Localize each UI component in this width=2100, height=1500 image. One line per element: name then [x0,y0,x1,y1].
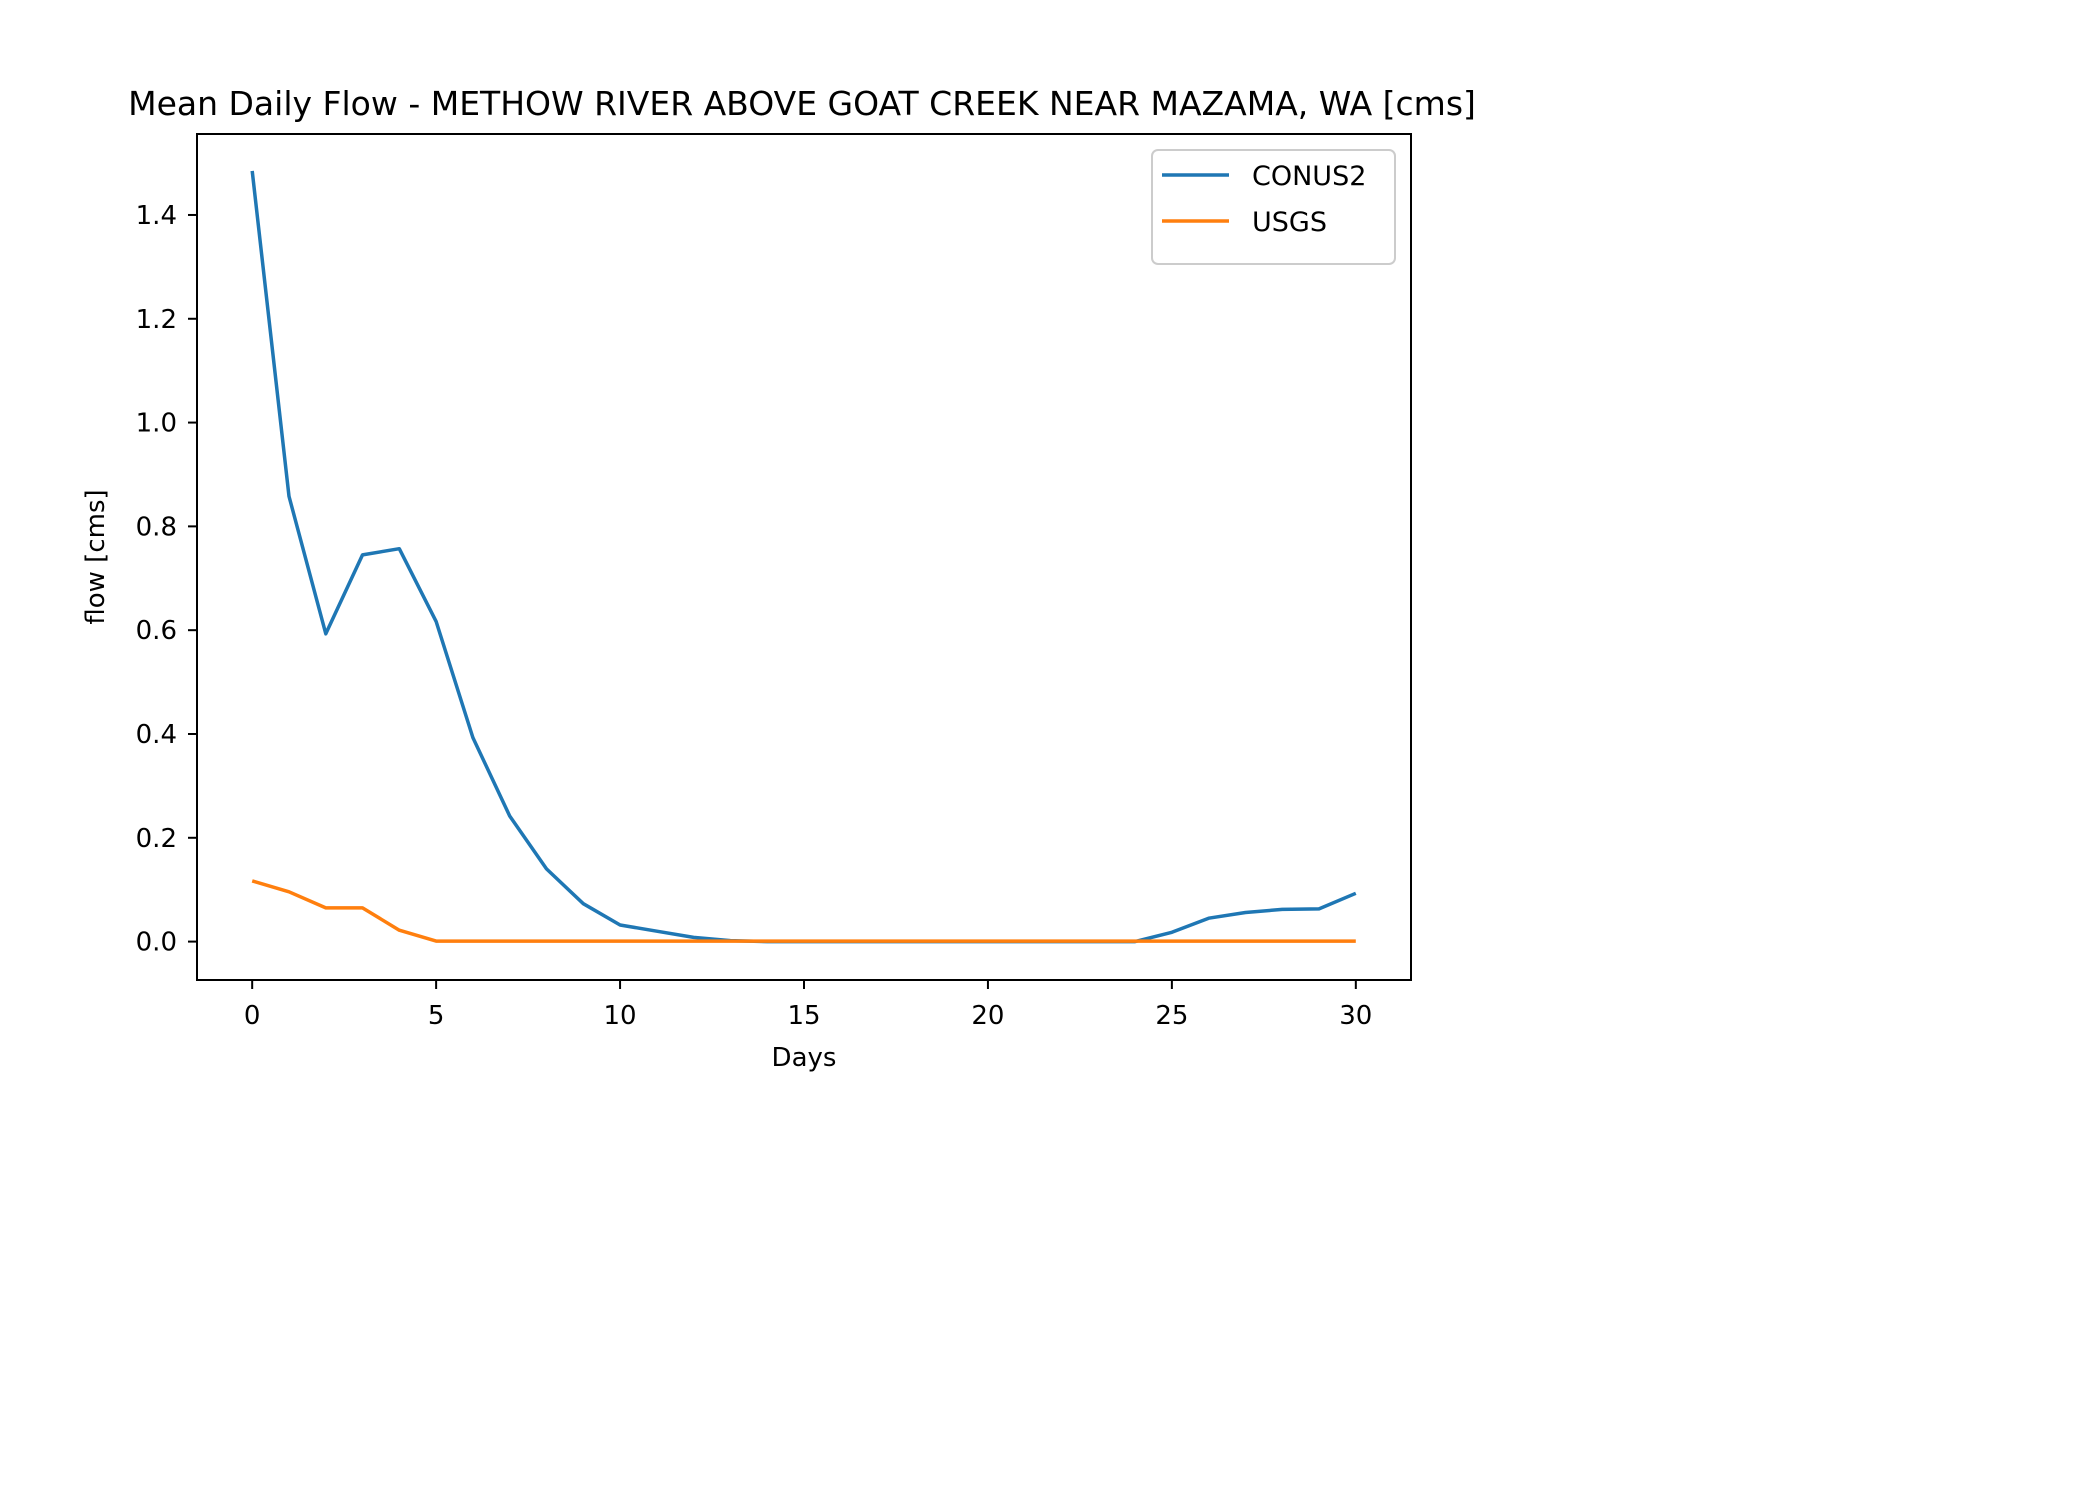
y-axis: 0.0 0.2 0.4 0.6 0.8 1.0 1.2 1.4 [136,201,197,958]
x-axis-label: Days [772,1043,837,1073]
x-tick-label: 20 [971,1001,1004,1031]
legend-box [1151,149,1396,265]
x-tick-label: 5 [428,1001,445,1031]
chart-title: Mean Daily Flow - METHOW RIVER ABOVE GOA… [128,84,1476,123]
legend-label-conus2: CONUS2 [1252,161,1366,192]
series-line-conus2 [250,170,1357,944]
y-tick-label: 1.2 [136,305,177,335]
y-tick-label: 0.0 [136,928,177,958]
series-layer [250,170,1357,944]
x-axis: 0 5 10 15 20 25 30 [244,980,1372,1031]
x-tick-label: 25 [1155,1001,1188,1031]
y-tick-label: 0.8 [136,512,177,542]
y-tick-label: 1.4 [136,201,177,231]
y-tick-label: 1.0 [136,409,177,439]
chart: Mean Daily Flow - METHOW RIVER ABOVE GOA… [81,84,1476,1073]
y-tick-label: 0.2 [136,824,177,854]
y-tick-label: 0.6 [136,616,177,646]
y-tick-label: 0.4 [136,720,177,750]
legend: CONUS2 USGS [1151,149,1396,265]
series-line-usgs [251,879,1356,943]
x-tick-label: 30 [1339,1001,1372,1031]
y-axis-label: flow [cms] [81,489,111,624]
x-tick-label: 15 [787,1001,820,1031]
legend-label-usgs: USGS [1252,207,1327,238]
x-tick-label: 10 [604,1001,637,1031]
x-tick-label: 0 [244,1001,261,1031]
